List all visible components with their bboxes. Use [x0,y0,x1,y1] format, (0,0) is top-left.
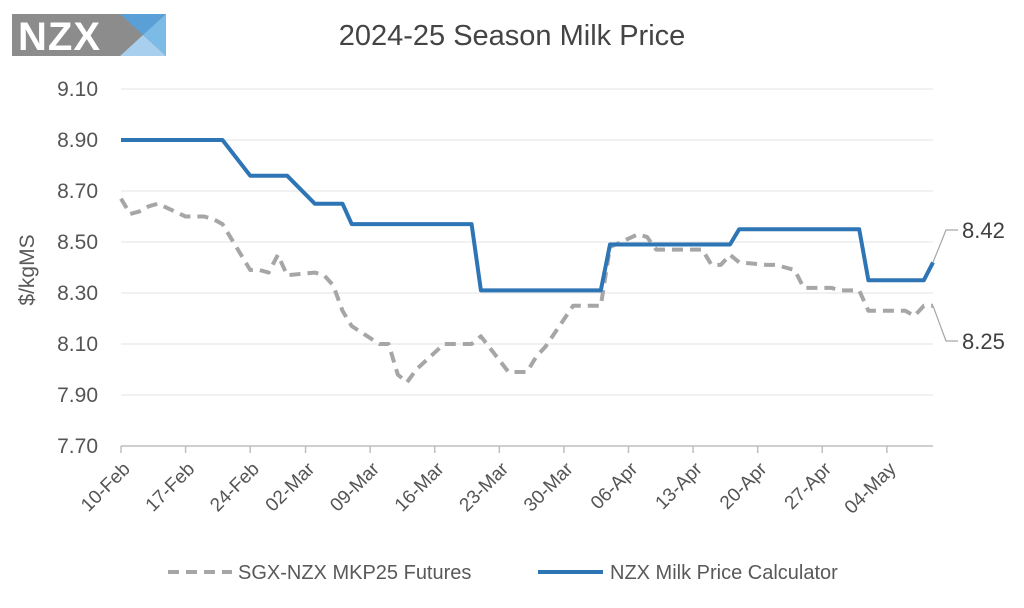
x-tick-04-May: 04-May [841,458,901,518]
x-tick-09-Mar: 09-Mar [326,458,384,516]
end-label-1: 8.42 [962,218,1005,243]
y-tick-9.10: 9.10 [57,78,98,101]
nzx-logo: NZX [12,14,166,59]
x-tick-24-Feb: 24-Feb [206,459,263,516]
legend-label-calculator: NZX Milk Price Calculator [610,562,838,584]
y-axis-label: $/kgMS [16,234,39,305]
x-tick-13-Apr: 13-Apr [652,458,708,514]
x-tick-17-Feb: 17-Feb [142,459,199,516]
series-line-0 [119,197,933,385]
x-tick-30-Mar: 30-Mar [520,458,578,516]
y-tick-8.70: 8.70 [57,180,98,203]
y-tick-8.50: 8.50 [57,231,98,254]
y-tick-8.10: 8.10 [57,333,98,356]
x-tick-27-Apr: 27-Apr [781,458,837,514]
legend-label-futures: SGX-NZX MKP25 Futures [238,562,471,584]
x-tick-06-Apr: 06-Apr [587,458,643,514]
series-lines [119,138,935,385]
x-tick-02-Mar: 02-Mar [262,458,320,516]
end-label-0: 8.25 [962,329,1005,354]
series-line-1 [121,138,935,293]
end-label-leader-1 [932,229,958,263]
y-axis-ticks: 7.70 7.90 8.10 8.30 8.50 8.70 8.90 9.10 [57,78,98,458]
x-tick-10-Feb: 10-Feb [77,459,134,516]
y-tick-7.90: 7.90 [57,384,98,407]
x-tick-16-Mar: 16-Mar [391,458,449,516]
x-tick-20-Apr: 20-Apr [716,458,772,514]
end-labels: 8.25 8.42 [932,218,1005,354]
grid-lines [121,88,933,396]
y-tick-8.30: 8.30 [57,282,98,305]
y-tick-7.70: 7.70 [57,435,98,458]
x-tick-23-Mar: 23-Mar [456,458,514,516]
y-tick-8.90: 8.90 [57,129,98,152]
logo-text: NZX [18,15,101,59]
end-label-leader-0 [932,305,958,342]
chart-title: 2024-25 Season Milk Price [339,20,686,52]
legend: SGX-NZX MKP25 Futures NZX Milk Price Cal… [168,562,838,584]
